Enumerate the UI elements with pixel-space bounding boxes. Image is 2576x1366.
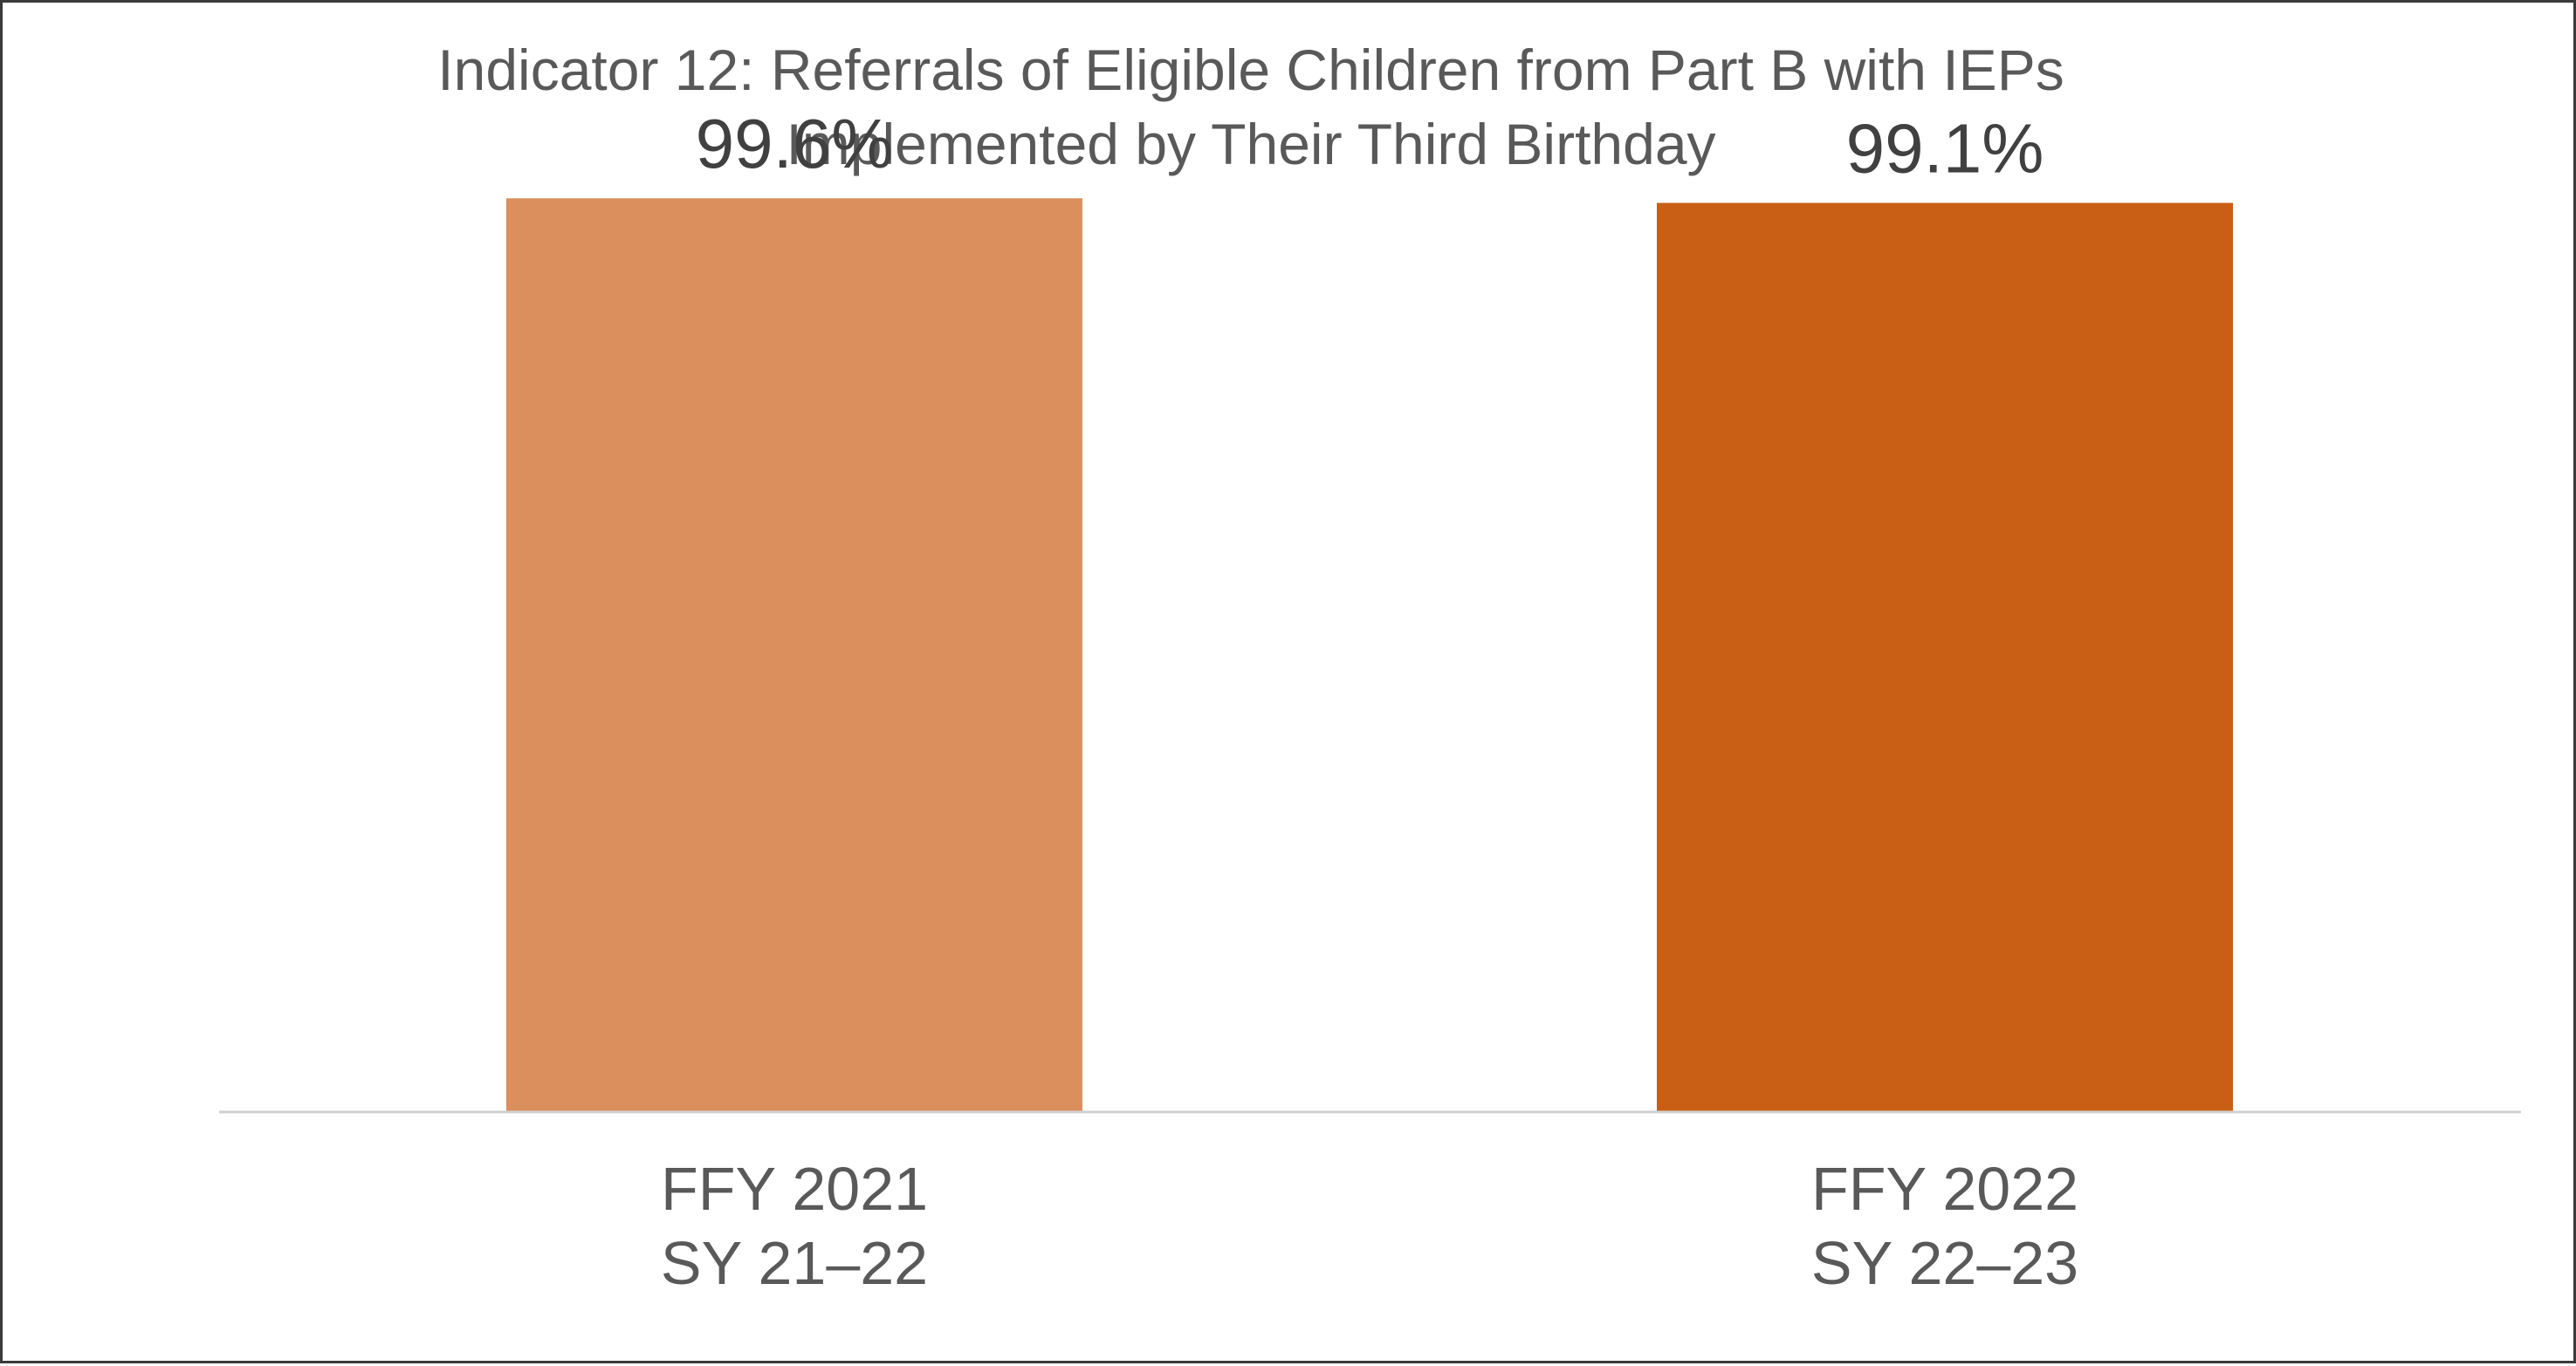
x-tick-label-1-line-2: SY 21–22 [661,1229,928,1297]
bars-layer [506,198,2233,1112]
chart-title-line-2: Implemented by Their Third Birthday [786,112,1715,176]
data-label-2: 99.1% [1846,109,2044,187]
bar-chart: Indicator 12: Referrals of Eligible Chil… [219,38,2521,1297]
x-tick-label-2-line-2: SY 22–23 [1811,1229,2078,1297]
data-label-1: 99.6% [696,105,894,182]
chart-title-line-1: Indicator 12: Referrals of Eligible Chil… [437,38,2064,102]
x-tick-label-2-line-1: FFY 2022 [1811,1155,2078,1223]
bar-2 [1657,202,2233,1112]
x-tick-label-1-line-1: FFY 2021 [661,1155,928,1223]
bar-1 [506,198,1082,1112]
